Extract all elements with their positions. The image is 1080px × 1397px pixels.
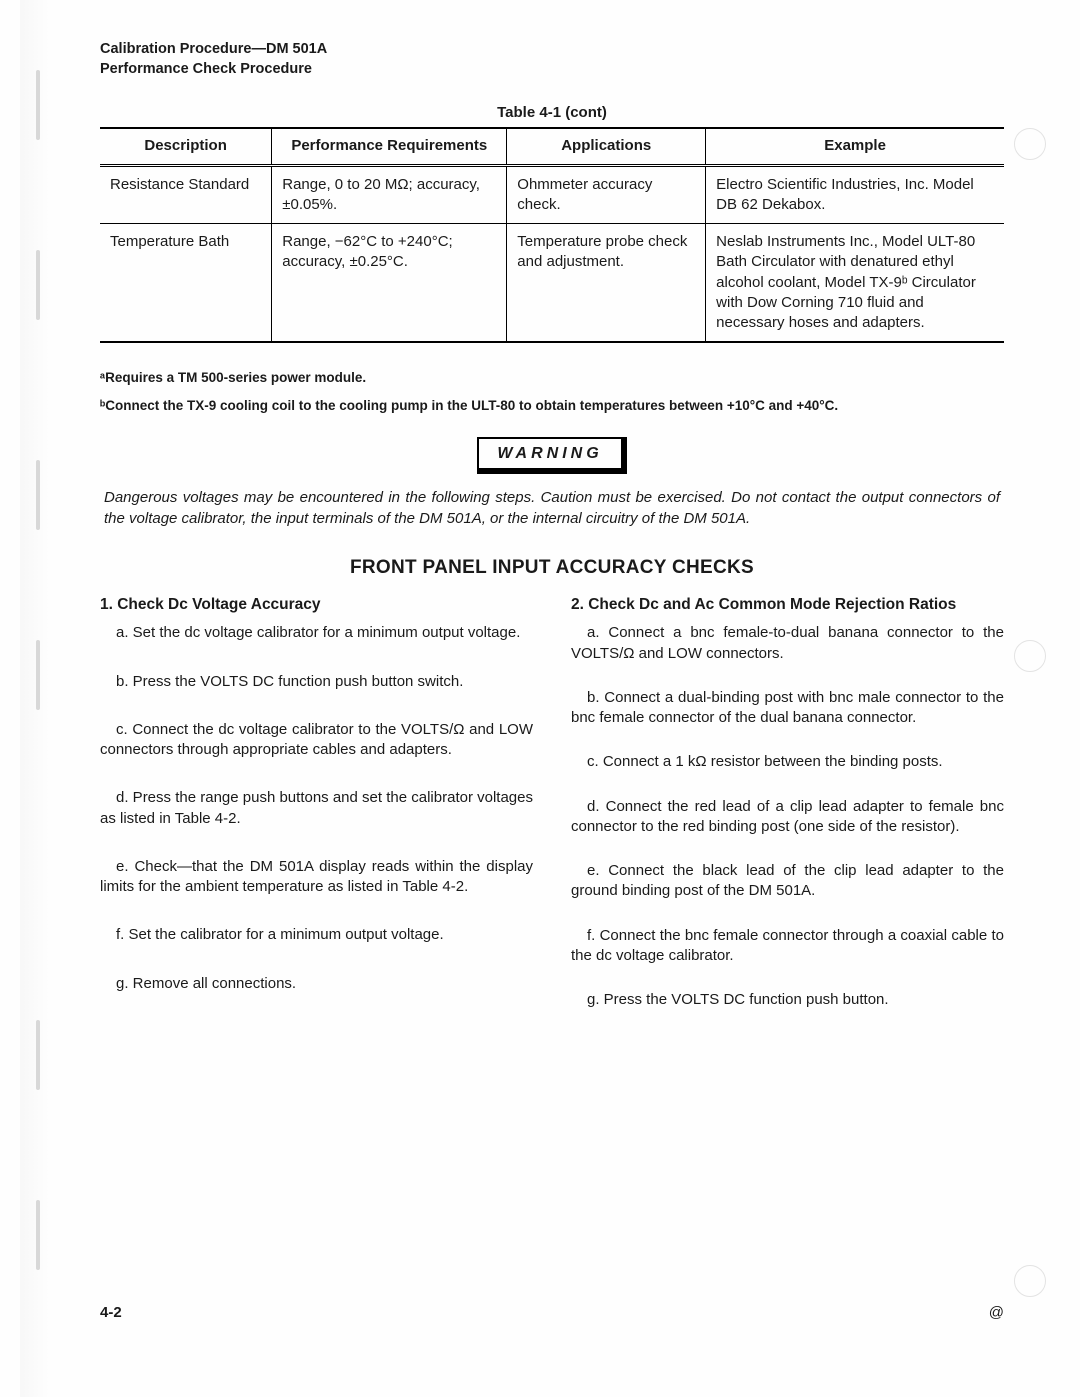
page-content: Calibration Procedure—DM 501A Performanc… xyxy=(0,0,1080,1074)
binding-edge xyxy=(20,0,50,1397)
col-header-requirements: Performance Requirements xyxy=(272,128,507,165)
procedure-step: c. Connect the dc voltage calibrator to … xyxy=(100,720,533,761)
procedure-step: g. Remove all connections. xyxy=(100,974,533,994)
procedure-step: f. Connect the bnc female connector thro… xyxy=(571,926,1004,967)
binder-mark xyxy=(36,70,40,140)
binder-mark xyxy=(36,1200,40,1270)
page-curl-mark xyxy=(1014,128,1046,160)
table-row: Resistance Standard Range, 0 to 20 MΩ; a… xyxy=(100,165,1004,224)
table-caption: Table 4-1 (cont) xyxy=(100,103,1004,123)
col-header-applications: Applications xyxy=(507,128,706,165)
procedure-step: e. Connect the black lead of the clip le… xyxy=(571,861,1004,902)
page-curl-mark xyxy=(1014,640,1046,672)
cell-example: Electro Scientific Industries, Inc. Mode… xyxy=(706,165,1004,224)
procedure-2-heading: 2. Check Dc and Ac Common Mode Rejection… xyxy=(571,595,1004,616)
section-title: FRONT PANEL INPUT ACCURACY CHECKS xyxy=(100,555,1004,581)
binder-mark xyxy=(36,250,40,320)
procedure-step: b. Press the VOLTS DC function push butt… xyxy=(100,672,533,692)
procedure-1-heading: 1. Check Dc Voltage Accuracy xyxy=(100,595,533,616)
binder-mark xyxy=(36,460,40,530)
procedure-step: c. Connect a 1 kΩ resistor between the b… xyxy=(571,752,1004,772)
procedure-step: a. Connect a bnc female-to-dual banana c… xyxy=(571,623,1004,664)
equipment-table: Description Performance Requirements App… xyxy=(100,127,1004,343)
footer-mark: @ xyxy=(989,1303,1004,1323)
binder-mark xyxy=(36,1020,40,1090)
procedure-step: d. Connect the red lead of a clip lead a… xyxy=(571,797,1004,838)
two-column-body: 1. Check Dc Voltage Accuracy a. Set the … xyxy=(100,595,1004,1035)
footnote-a: ᵃRequires a TM 500-series power module. xyxy=(100,369,1004,387)
table-header-row: Description Performance Requirements App… xyxy=(100,128,1004,165)
document-header: Calibration Procedure—DM 501A Performanc… xyxy=(100,40,1004,79)
col-header-description: Description xyxy=(100,128,272,165)
page-curl-mark xyxy=(1014,1265,1046,1297)
left-column: 1. Check Dc Voltage Accuracy a. Set the … xyxy=(100,595,533,1035)
procedure-step: b. Connect a dual-binding post with bnc … xyxy=(571,688,1004,729)
warning-text: Dangerous voltages may be encountered in… xyxy=(104,488,1000,529)
right-column: 2. Check Dc and Ac Common Mode Rejection… xyxy=(571,595,1004,1035)
cell-applications: Temperature probe check and adjustment. xyxy=(507,224,706,343)
cell-requirements: Range, −62°C to +240°C; accuracy, ±0.25°… xyxy=(272,224,507,343)
header-line-2: Performance Check Procedure xyxy=(100,60,1004,80)
warning-label: WARNING xyxy=(477,437,626,475)
procedure-step: a. Set the dc voltage calibrator for a m… xyxy=(100,623,533,643)
binder-mark xyxy=(36,640,40,710)
procedure-step: g. Press the VOLTS DC function push butt… xyxy=(571,990,1004,1010)
procedure-step: e. Check—that the DM 501A display reads … xyxy=(100,857,533,898)
footnote-b: ᵇConnect the TX-9 cooling coil to the co… xyxy=(100,397,1004,415)
header-line-1: Calibration Procedure—DM 501A xyxy=(100,40,1004,60)
cell-applications: Ohmmeter accuracy check. xyxy=(507,165,706,224)
col-header-example: Example xyxy=(706,128,1004,165)
cell-description: Temperature Bath xyxy=(100,224,272,343)
warning-box-wrap: WARNING xyxy=(100,437,1004,475)
cell-example: Neslab Instruments Inc., Model ULT-80 Ba… xyxy=(706,224,1004,343)
table-row: Temperature Bath Range, −62°C to +240°C;… xyxy=(100,224,1004,343)
procedure-step: d. Press the range push buttons and set … xyxy=(100,788,533,829)
cell-requirements: Range, 0 to 20 MΩ; accuracy, ±0.05%. xyxy=(272,165,507,224)
page-footer: 4-2 @ xyxy=(100,1303,1004,1323)
procedure-step: f. Set the calibrator for a minimum outp… xyxy=(100,925,533,945)
cell-description: Resistance Standard xyxy=(100,165,272,224)
page-number: 4-2 xyxy=(100,1303,122,1323)
footnotes: ᵃRequires a TM 500-series power module. … xyxy=(100,369,1004,414)
